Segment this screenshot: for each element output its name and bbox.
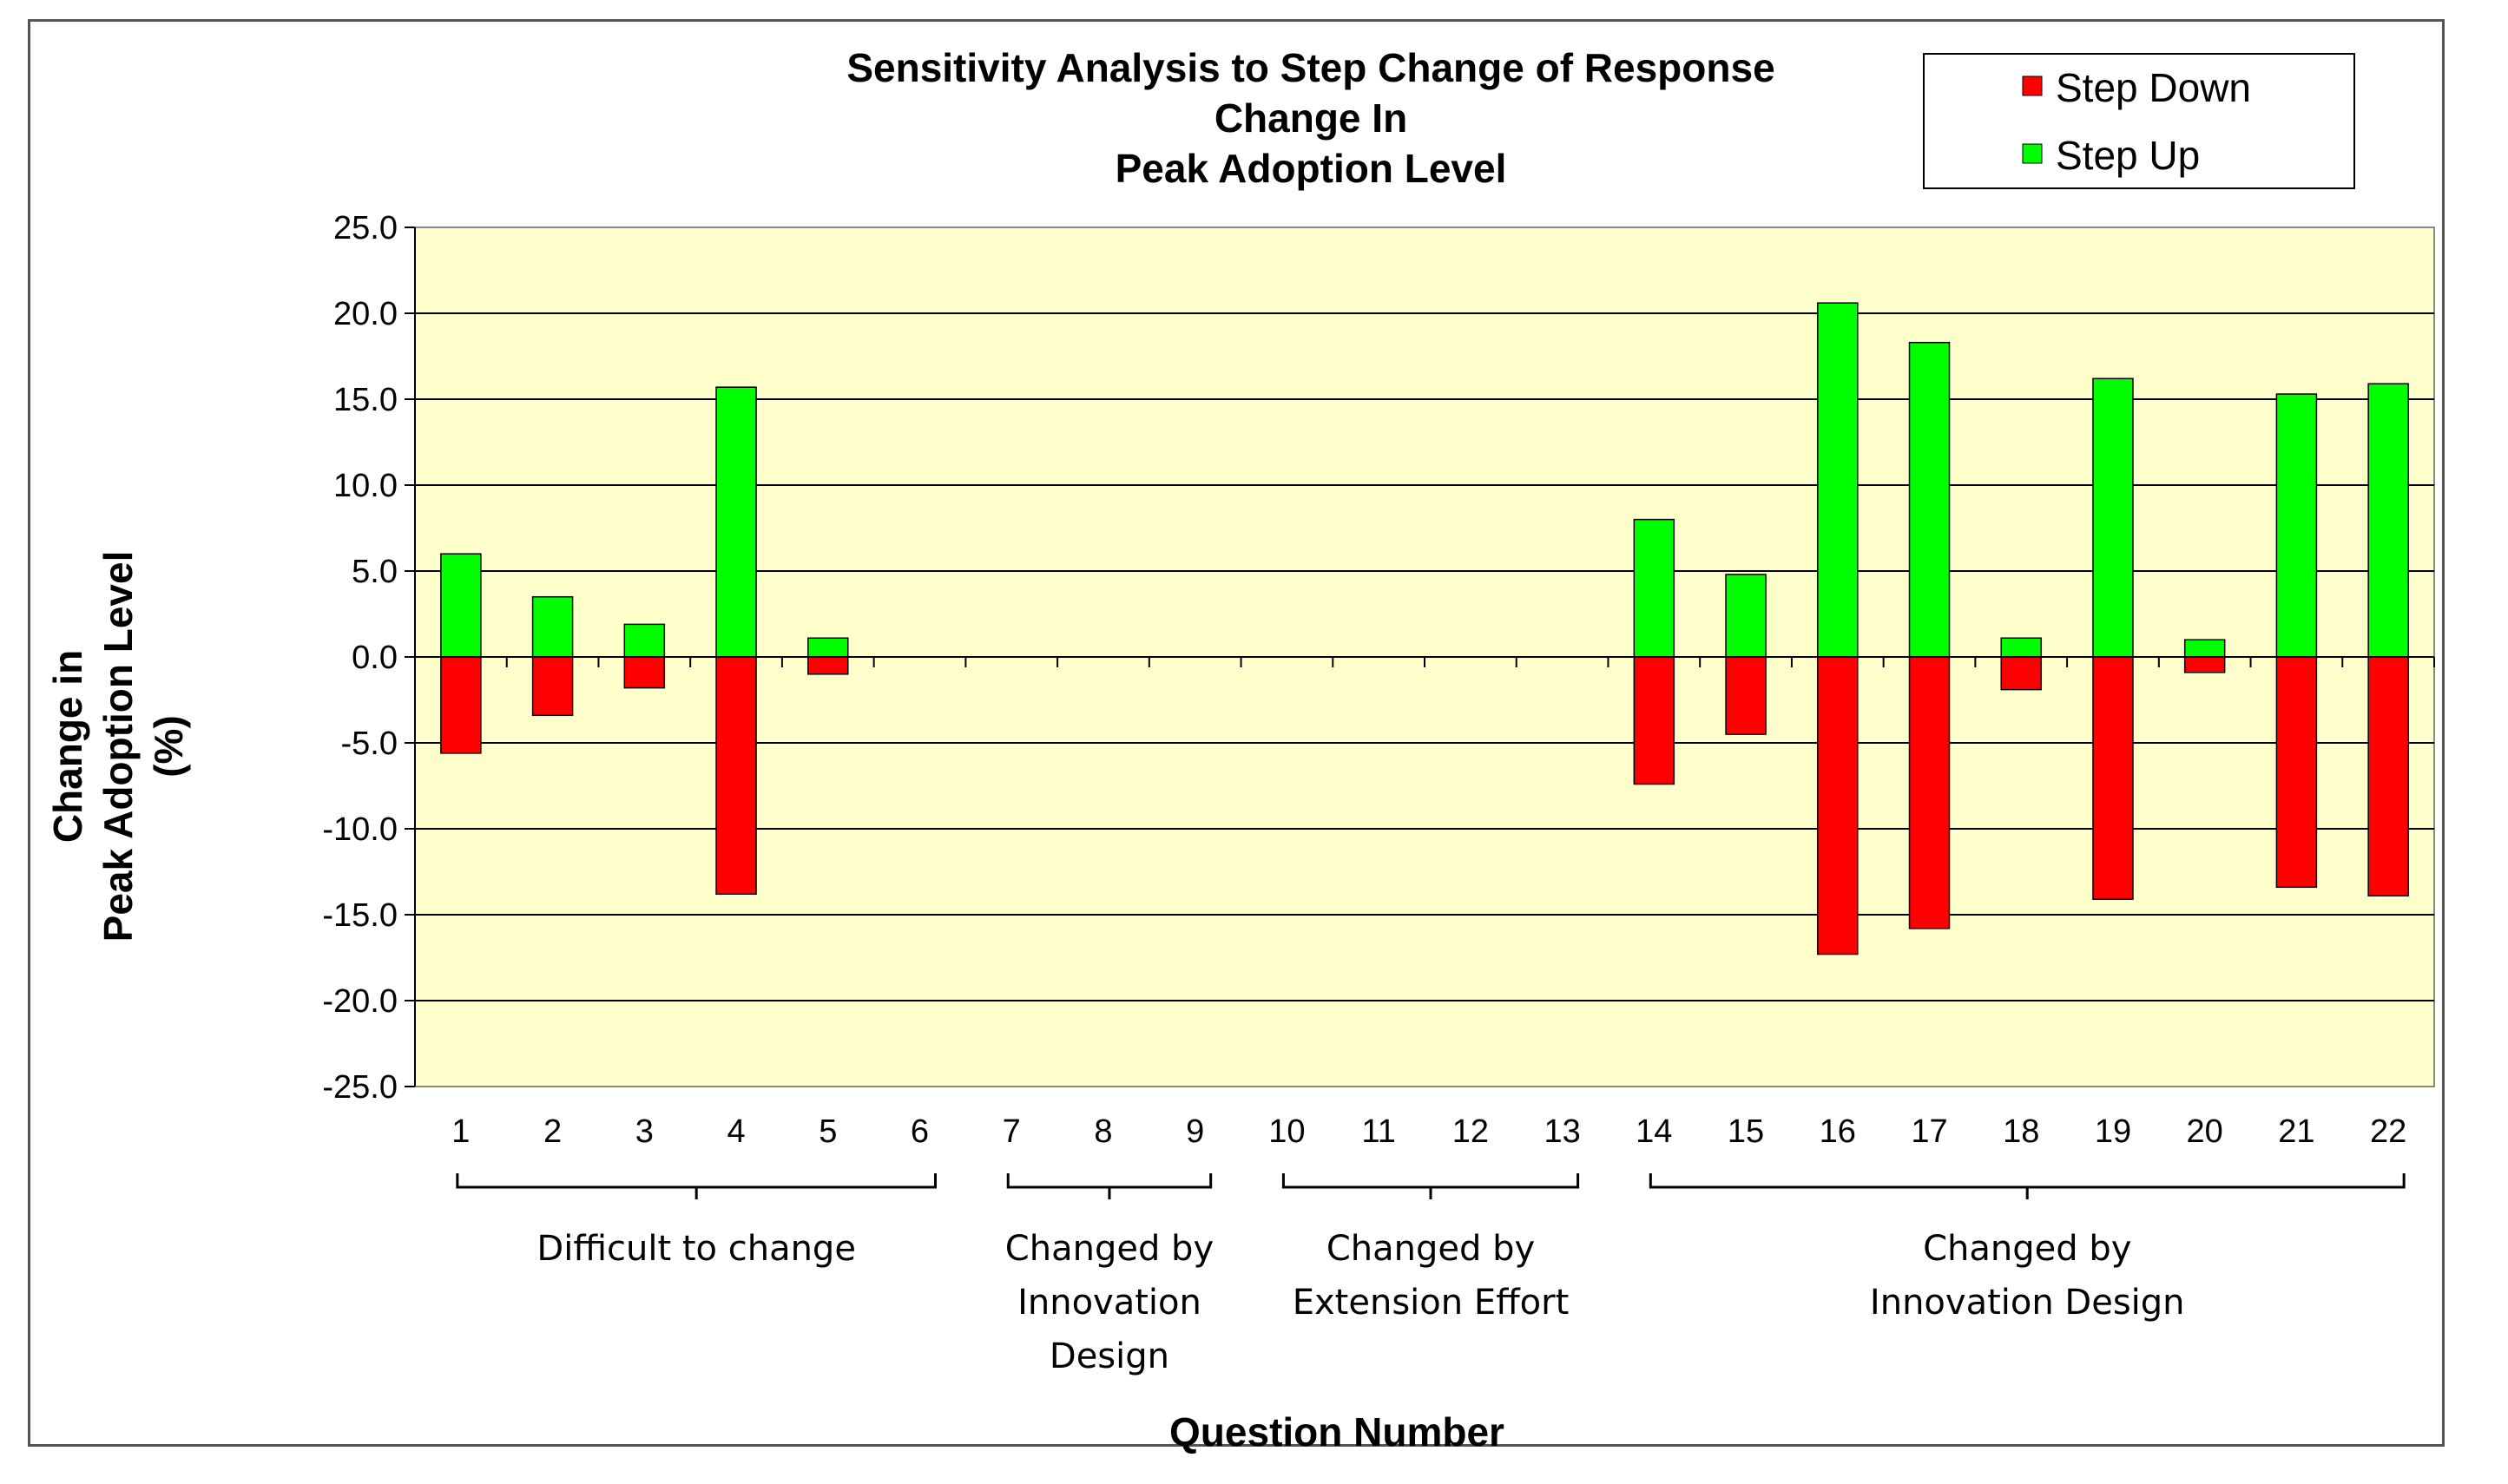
x-tick-label: 12 — [1452, 1113, 1489, 1150]
group-bracket — [1006, 1173, 1213, 1199]
y-tick-label: 5.0 — [352, 554, 398, 590]
group-label: Design — [1050, 1336, 1169, 1376]
bar-step-down-q21 — [2275, 656, 2318, 889]
y-axis-title-line-2: Peak Adoption Level — [95, 551, 141, 942]
x-axis-title: Question Number — [1169, 1409, 1504, 1454]
bar-step-up-q4 — [715, 386, 757, 658]
x-tick-label: 7 — [1003, 1113, 1021, 1150]
x-tick-label: 11 — [1361, 1113, 1395, 1150]
bar-step-down-q4 — [715, 656, 757, 895]
question-groups: Difficult to change Changed by Innovation D… — [456, 1173, 2406, 1376]
group-bracket — [456, 1173, 937, 1199]
y-tick-label: -10.0 — [322, 811, 398, 848]
bar-step-down-q1 — [440, 656, 482, 754]
bar-step-down-q20 — [2183, 656, 2226, 673]
x-tick-label: 19 — [2095, 1113, 2131, 1150]
legend-swatch-step-up — [2022, 143, 2043, 164]
bar-step-up-q5 — [807, 637, 849, 658]
y-axis-title-line-1: Change in — [45, 650, 90, 843]
x-tick-label: 16 — [1820, 1113, 1856, 1150]
group-bracket — [1281, 1173, 1580, 1199]
zero-axis — [414, 656, 2435, 667]
bar-step-up-q2 — [531, 595, 574, 658]
group-label: Innovation — [1017, 1283, 1201, 1323]
y-tick-label: -20.0 — [322, 983, 398, 1020]
y-tick-label: 0.0 — [352, 640, 398, 676]
bar-step-down-q18 — [2000, 656, 2042, 691]
x-tick-label: 21 — [2278, 1113, 2314, 1150]
bar-step-down-q17 — [1908, 656, 1951, 929]
bar-step-up-q21 — [2275, 393, 2318, 658]
bar-step-down-q14 — [1633, 656, 1675, 785]
bar-step-up-q20 — [2183, 639, 2226, 658]
x-tick-label: 10 — [1268, 1113, 1305, 1150]
legend-label-step-down: Step Down — [2056, 65, 2251, 110]
y-tick-label: 25.0 — [333, 210, 398, 246]
x-tick-label: 3 — [635, 1113, 654, 1150]
group-label: Changed by — [1005, 1229, 1214, 1269]
y-axis: 25.0 20.0 15.0 10.0 5.0 0.0 -5.0 -10.0 -15.0 -20.… — [322, 210, 416, 1106]
x-tick-label: 6 — [911, 1113, 929, 1150]
group-label: Innovation Design — [1870, 1283, 2185, 1323]
group-label: Changed by — [1923, 1229, 2131, 1269]
x-tick-label: 2 — [543, 1113, 562, 1150]
x-tick-label: 5 — [819, 1113, 837, 1150]
x-axis: 1 2 3 4 5 6 7 8 9 10 11 12 13 14 15 16 17 18 19 20 21 22 — [451, 1113, 2406, 1150]
bar-step-up-q1 — [440, 553, 482, 658]
bar-step-up-q22 — [2367, 383, 2409, 658]
x-tick-label: 1 — [451, 1113, 470, 1150]
bar-step-up-q19 — [2092, 378, 2134, 658]
legend: Step Down Step Up — [1923, 53, 2355, 189]
y-axis-title-line-3: (%) — [146, 715, 191, 778]
chart-title-line-3: Peak Adoption Level — [1116, 146, 1507, 191]
x-tick-label: 9 — [1186, 1113, 1204, 1150]
bar-step-down-q19 — [2092, 656, 2134, 900]
y-tick-label: 10.0 — [333, 468, 398, 504]
bars — [440, 302, 2409, 955]
x-tick-label: 17 — [1911, 1113, 1947, 1150]
bar-step-down-q15 — [1725, 656, 1767, 735]
legend-box — [1923, 53, 2355, 189]
x-tick-label: 15 — [1728, 1113, 1764, 1150]
chart-title: Sensitivity Analysis to Step Change of R… — [846, 45, 1774, 191]
x-tick-label: 20 — [2187, 1113, 2223, 1150]
y-tick-label: 20.0 — [333, 296, 398, 332]
bar-step-down-q22 — [2367, 656, 2409, 896]
group-bracket — [1649, 1173, 2406, 1199]
x-tick-label: 14 — [1636, 1113, 1672, 1150]
x-tick-label: 13 — [1544, 1113, 1580, 1150]
bar-step-up-q3 — [623, 623, 666, 658]
bar-step-down-q3 — [623, 656, 666, 689]
y-tick-label: -15.0 — [322, 897, 398, 934]
bar-step-down-q2 — [531, 656, 574, 717]
group-label: Changed by — [1326, 1229, 1535, 1269]
chart-title-line-1: Sensitivity Analysis to Step Change of R… — [846, 45, 1774, 90]
x-tick-label: 22 — [2370, 1113, 2406, 1150]
y-axis-title: Change in Peak Adoption Level (%) — [45, 551, 191, 942]
y-tick-label: 15.0 — [333, 382, 398, 418]
bar-step-up-q17 — [1908, 341, 1951, 658]
bar-step-up-q18 — [2000, 637, 2042, 658]
group-label: Extension Effort — [1293, 1283, 1570, 1323]
x-tick-label: 8 — [1094, 1113, 1112, 1150]
legend-label-step-up: Step Up — [2056, 133, 2200, 178]
y-tick-label: -5.0 — [341, 726, 398, 762]
bar-step-up-q16 — [1817, 302, 1859, 658]
bar-step-up-q14 — [1633, 518, 1675, 658]
x-tick-label: 18 — [2003, 1113, 2039, 1150]
legend-swatch-step-down — [2022, 76, 2043, 96]
group-label: Difficult to change — [536, 1229, 856, 1269]
chart-title-line-2: Change In — [1215, 95, 1407, 141]
bar-step-down-q5 — [807, 656, 849, 675]
bar-step-down-q16 — [1817, 656, 1859, 955]
x-tick-label: 4 — [727, 1113, 745, 1150]
y-tick-label: -25.0 — [322, 1069, 398, 1106]
bar-step-up-q15 — [1725, 574, 1767, 658]
